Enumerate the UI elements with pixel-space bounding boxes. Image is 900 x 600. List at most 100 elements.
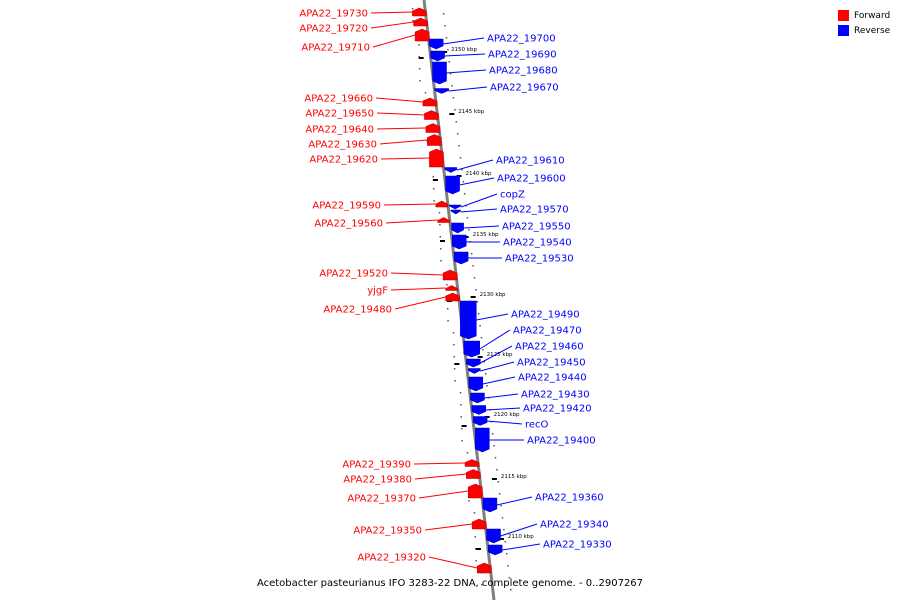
reverse-gene-label: APA22_19430: [521, 390, 590, 401]
reverse-gene-label: APA22_19670: [490, 83, 559, 94]
forward-gene-label: APA22_19660: [304, 94, 373, 105]
feature-dot: [433, 200, 435, 202]
forward-gene-label: APA22_19720: [299, 24, 368, 35]
reverse-gene-label: APA22_19330: [543, 540, 612, 551]
forward-gene-leader: [379, 139, 428, 145]
reverse-gene-arrow: [451, 222, 464, 234]
feature-dot: [456, 133, 459, 135]
feature-dot: [445, 37, 448, 39]
reverse-gene-arrow: [450, 209, 461, 215]
reverse-gene-label: APA22_19470: [513, 326, 582, 337]
feature-dot: [497, 481, 500, 483]
forward-gene-arrow: [466, 469, 481, 479]
feature-dot: [508, 577, 511, 579]
forward-gene-arrow: [468, 483, 483, 499]
feature-dot: [482, 349, 484, 351]
feature-dot: [461, 169, 463, 171]
reverse-gene-leader: [484, 393, 519, 399]
reverse-gene-leader: [459, 177, 495, 186]
reverse-gene-leader: [485, 407, 521, 411]
tick-mark: [477, 356, 483, 358]
reverse-gene-leader: [500, 523, 538, 537]
feature-dot: [419, 80, 421, 82]
feature-dot: [476, 301, 479, 303]
reverse-gene-arrow: [468, 376, 484, 392]
feature-dot: [462, 181, 465, 183]
reverse-gene-leader: [476, 313, 509, 321]
feature-dot: [459, 392, 462, 394]
feature-dot: [470, 253, 473, 255]
forward-gene-arrow: [445, 292, 460, 302]
reverse-gene-leader: [448, 86, 488, 92]
feature-dot: [498, 493, 501, 495]
reverse-gene-arrow: [470, 392, 485, 404]
feature-dot: [505, 553, 508, 555]
feature-dot: [424, 92, 427, 94]
forward-gene-label: APA22_19520: [319, 269, 388, 280]
forward-gene-label: APA22_19370: [347, 494, 416, 505]
feature-dot: [451, 85, 453, 87]
feature-dot: [484, 373, 487, 375]
feature-dot: [477, 313, 480, 315]
feature-dot: [455, 121, 458, 123]
reverse-gene-arrow: [445, 175, 460, 195]
reverse-gene-leader: [482, 376, 516, 385]
reverse-gene-label: APA22_19570: [500, 205, 569, 216]
feature-dot: [440, 260, 442, 262]
feature-dot: [481, 584, 483, 586]
feature-dot: [453, 356, 456, 358]
forward-gene-label: APA22_19350: [353, 526, 422, 537]
reverse-gene-arrow: [432, 61, 447, 85]
legend-forward: Forward: [838, 8, 898, 23]
reverse-gene-label: APA22_19610: [496, 156, 565, 167]
feature-dot: [418, 44, 420, 46]
feature-dot: [447, 49, 449, 51]
reverse-swatch: [838, 25, 849, 36]
reverse-gene-label: APA22_19340: [540, 520, 609, 531]
legend: Forward Reverse: [838, 8, 898, 38]
feature-dot: [474, 548, 477, 550]
feature-dot: [432, 188, 435, 190]
tick-label: 2150 kbp: [451, 47, 477, 53]
feature-dot: [411, 8, 414, 10]
reverse-gene-label: APA22_19550: [502, 222, 571, 233]
forward-gene-arrow: [427, 134, 442, 146]
forward-gene-label: APA22_19730: [299, 9, 368, 20]
feature-dot: [468, 229, 470, 231]
feature-dot: [459, 157, 462, 159]
reverse-gene-arrow: [468, 368, 481, 374]
tick-mark: [470, 296, 476, 298]
dash-mark: [461, 425, 467, 427]
reverse-gene-arrow: [472, 416, 488, 426]
tick-label: 2145 kbp: [458, 109, 484, 115]
forward-gene-arrow: [413, 17, 428, 27]
reverse-gene-arrow: [434, 88, 449, 94]
feature-dot: [448, 61, 451, 63]
feature-dot: [503, 529, 505, 531]
reverse-gene-leader: [443, 37, 485, 45]
forward-gene-label: APA22_19650: [305, 109, 374, 120]
feature-dot: [493, 445, 495, 447]
reverse-genes: APA22_19700 APA22_19690 APA22_19680 APA22_1…: [428, 34, 612, 556]
forward-gene-arrow: [429, 148, 444, 168]
reverse-gene-arrow: [482, 497, 498, 513]
reverse-gene-label: copZ: [500, 190, 525, 201]
reverse-gene-arrow: [448, 204, 462, 210]
forward-gene-arrow: [425, 123, 441, 133]
reverse-gene-leader: [456, 159, 494, 171]
feature-dot: [504, 541, 507, 543]
forward-gene-arrow: [414, 28, 430, 42]
tick-label: 2125 kbp: [487, 352, 513, 358]
forward-gene-label: APA22_19390: [342, 460, 411, 471]
legend-forward-label: Forward: [854, 10, 891, 21]
forward-gene-leader: [372, 34, 416, 48]
reverse-gene-label: APA22_19460: [515, 342, 584, 353]
reverse-gene-label: APA22_19400: [527, 436, 596, 447]
feature-dot: [461, 440, 463, 442]
reverse-gene-leader: [463, 225, 500, 229]
feature-dot: [465, 205, 467, 207]
reverse-gene-leader: [479, 329, 511, 350]
feature-dot: [494, 457, 497, 459]
reverse-gene-arrow: [487, 544, 503, 556]
